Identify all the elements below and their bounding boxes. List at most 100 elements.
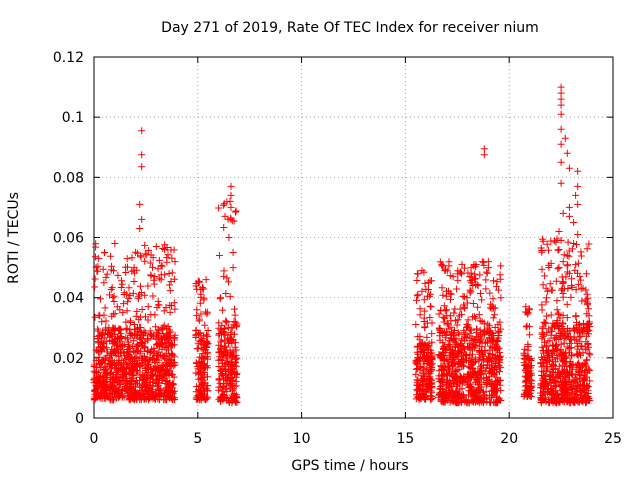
data-point (541, 319, 549, 327)
data-point (151, 311, 159, 319)
data-point (425, 279, 432, 286)
data-point (90, 367, 98, 375)
data-point (98, 318, 106, 326)
data-point (478, 296, 486, 304)
data-point (227, 203, 235, 211)
data-point (470, 368, 478, 376)
data-point (568, 283, 576, 291)
data-point (231, 362, 239, 370)
data-point (427, 303, 435, 311)
data-point (91, 313, 99, 321)
data-point (554, 246, 562, 254)
data-point (443, 371, 451, 379)
data-point (582, 338, 590, 346)
data-point (169, 351, 177, 359)
data-point (171, 305, 179, 313)
data-point (559, 395, 567, 403)
data-point (202, 338, 210, 346)
data-point (232, 208, 239, 216)
data-point (526, 362, 534, 370)
data-point (221, 343, 229, 351)
data-point (215, 331, 223, 339)
data-point (461, 264, 468, 272)
data-point (567, 344, 575, 352)
data-point (435, 375, 443, 383)
data-point (198, 380, 206, 388)
data-point (521, 345, 529, 353)
data-point (438, 284, 446, 292)
data-point (583, 245, 591, 253)
data-point (230, 318, 238, 325)
data-point (559, 293, 567, 301)
data-point (538, 372, 546, 379)
data-point (161, 246, 169, 253)
data-point (227, 215, 235, 223)
data-point (493, 346, 501, 354)
data-point (109, 294, 117, 302)
data-point (526, 331, 534, 339)
data-point (150, 344, 158, 352)
data-point (557, 140, 565, 148)
data-point (572, 312, 580, 320)
data-point (428, 330, 436, 338)
data-point (558, 367, 566, 375)
data-point (458, 270, 465, 278)
data-point (466, 286, 474, 294)
data-point (473, 281, 481, 288)
data-point (202, 396, 210, 404)
data-point (128, 355, 136, 363)
data-point (149, 292, 157, 300)
data-point (134, 249, 142, 257)
data-point (100, 340, 108, 347)
data-point (558, 323, 566, 330)
data-point (419, 378, 427, 386)
data-point (426, 360, 434, 368)
data-point (116, 381, 124, 388)
data-point (557, 95, 565, 103)
data-point (112, 365, 120, 373)
data-point (215, 204, 223, 212)
data-point (525, 392, 533, 399)
data-point (453, 373, 461, 381)
y-tick-label: 0 (75, 411, 84, 427)
data-point (413, 343, 421, 351)
data-point (221, 212, 229, 220)
data-point (231, 358, 239, 366)
data-point (114, 271, 122, 279)
data-point (560, 285, 568, 293)
data-point (470, 341, 478, 349)
data-point (583, 369, 591, 377)
data-point (538, 265, 546, 273)
data-point (448, 329, 456, 337)
x-tick-label: 20 (500, 431, 518, 447)
data-point (460, 372, 468, 380)
data-point (114, 387, 122, 395)
data-point (584, 294, 592, 302)
data-point (475, 347, 483, 354)
data-point (547, 237, 555, 245)
data-point (120, 393, 128, 401)
data-point (119, 309, 127, 317)
data-point (219, 306, 227, 314)
data-point (203, 348, 211, 356)
data-point (91, 393, 99, 401)
data-point (144, 303, 152, 311)
data-point (107, 252, 115, 260)
data-point (576, 273, 584, 281)
data-point (490, 304, 498, 312)
data-point (118, 280, 126, 288)
data-point (166, 392, 174, 400)
data-point (144, 316, 152, 324)
data-point (467, 382, 475, 390)
data-point (559, 209, 567, 217)
data-point (570, 240, 578, 247)
data-point (480, 258, 488, 266)
data-point (577, 332, 585, 340)
data-point (119, 371, 126, 379)
data-points (90, 83, 594, 407)
data-point (425, 380, 433, 388)
x-tick-label: 25 (604, 431, 622, 447)
data-point (165, 334, 173, 342)
data-point (480, 145, 488, 153)
data-point (91, 275, 99, 283)
